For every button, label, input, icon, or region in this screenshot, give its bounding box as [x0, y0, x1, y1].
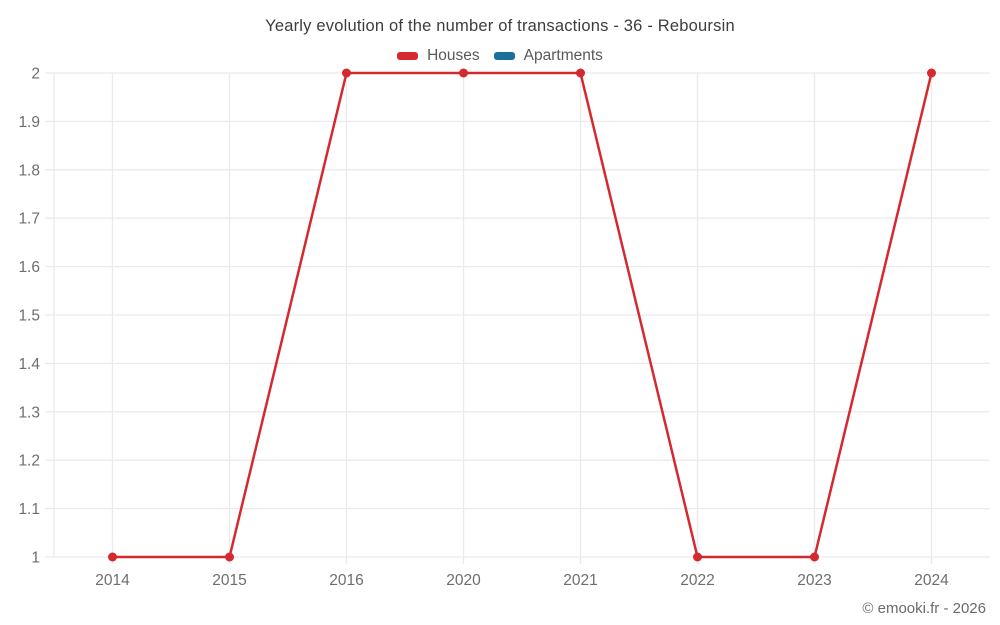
chart-title: Yearly evolution of the number of transa…	[265, 17, 735, 35]
x-tick-label: 2023	[797, 572, 831, 589]
x-tick-label: 2024	[914, 572, 949, 589]
x-tick-label: 2016	[329, 572, 363, 589]
y-tick-label: 1.9	[18, 114, 40, 131]
apartments-series-swatch-icon	[493, 52, 515, 60]
x-tick-label: 2022	[680, 572, 714, 589]
data-point-houses-2016[interactable]	[342, 68, 351, 78]
data-point-houses-2020[interactable]	[459, 68, 468, 78]
data-point-houses-2022[interactable]	[693, 552, 702, 562]
y-tick-label: 1.4	[18, 356, 40, 373]
chart-legend: Houses Apartments	[0, 47, 1000, 65]
y-tick-label: 2	[31, 66, 40, 83]
y-tick-label: 1.3	[18, 404, 40, 421]
y-tick-label: 1.8	[18, 162, 40, 179]
legend-item-houses[interactable]: Houses	[397, 47, 480, 65]
y-tick-label: 1.7	[18, 211, 40, 228]
credit-text: © emooki.fr - 2026	[862, 600, 986, 617]
y-tick-label: 1.1	[18, 501, 40, 518]
data-point-houses-2015[interactable]	[225, 552, 234, 562]
y-tick-label: 1.2	[18, 453, 40, 470]
data-point-houses-2023[interactable]	[810, 552, 819, 562]
y-tick-label: 1.6	[18, 259, 40, 276]
legend-label-houses: Houses	[427, 47, 480, 64]
y-tick-label: 1	[31, 550, 40, 567]
legend-label-apartments: Apartments	[523, 47, 603, 64]
x-tick-label: 2015	[212, 572, 246, 589]
x-tick-label: 2014	[95, 572, 130, 589]
x-tick-label: 2021	[563, 572, 597, 589]
x-tick-label: 2020	[446, 572, 481, 589]
legend-item-apartments[interactable]: Apartments	[493, 47, 603, 65]
series-line-houses	[112, 71, 933, 559]
data-point-houses-2014[interactable]	[108, 552, 117, 562]
data-point-houses-2021[interactable]	[576, 68, 585, 78]
y-tick-label: 1.5	[18, 308, 40, 325]
data-point-houses-2024[interactable]	[927, 68, 936, 78]
houses-series-swatch-icon	[397, 52, 419, 60]
